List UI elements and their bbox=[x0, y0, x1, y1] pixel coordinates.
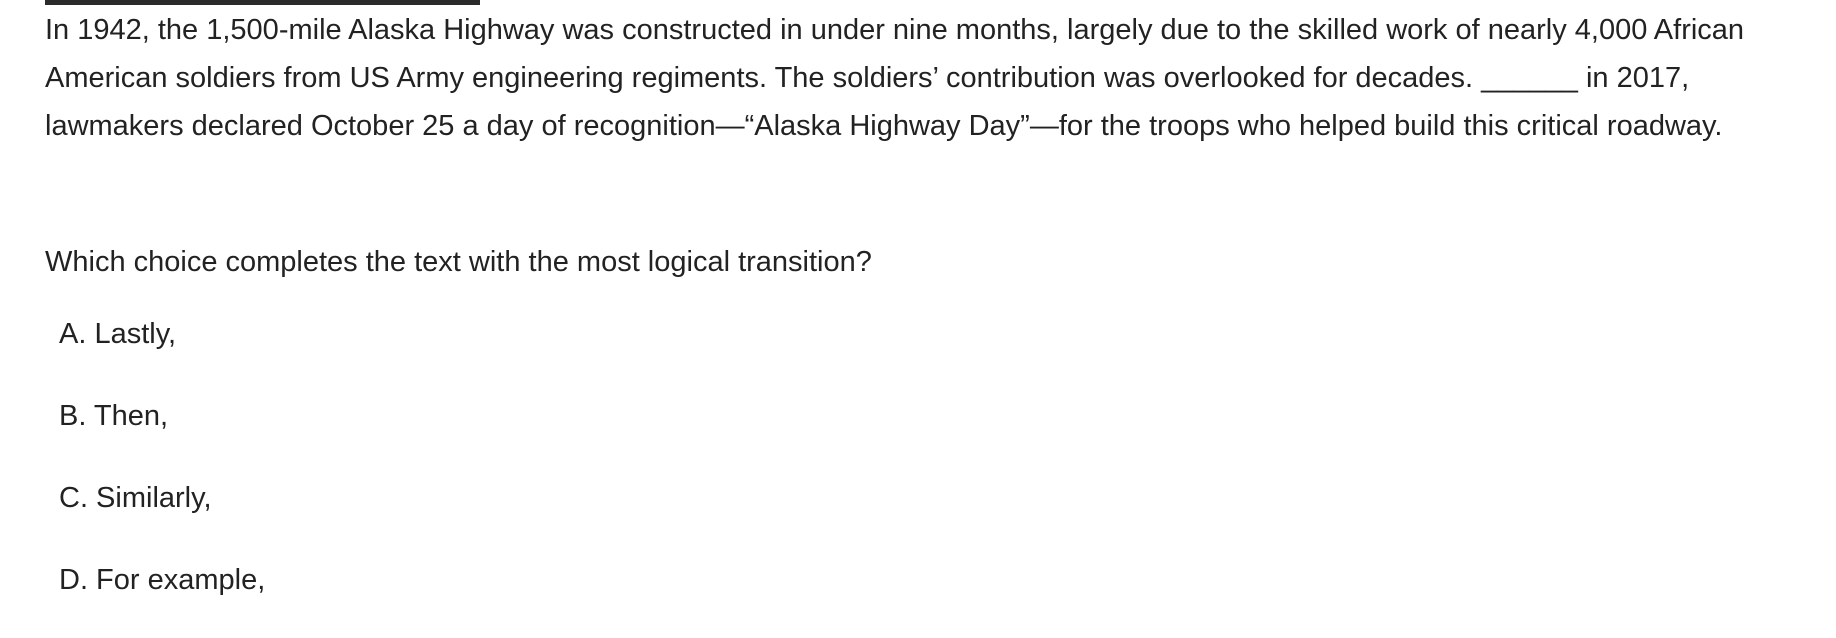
choice-c[interactable]: C. Similarly, bbox=[59, 482, 212, 514]
answer-choices: A. Lastly, B. Then, C. Similarly, D. For… bbox=[59, 310, 265, 638]
choice-a[interactable]: A. Lastly, bbox=[59, 318, 177, 350]
choice-b[interactable]: B. Then, bbox=[59, 400, 169, 432]
top-divider-bar bbox=[45, 0, 480, 5]
question-prompt: Which choice completes the text with the… bbox=[45, 246, 872, 278]
passage-text: In 1942, the 1,500-mile Alaska Highway w… bbox=[45, 14, 1745, 142]
choice-d[interactable]: D. For example, bbox=[59, 564, 266, 596]
